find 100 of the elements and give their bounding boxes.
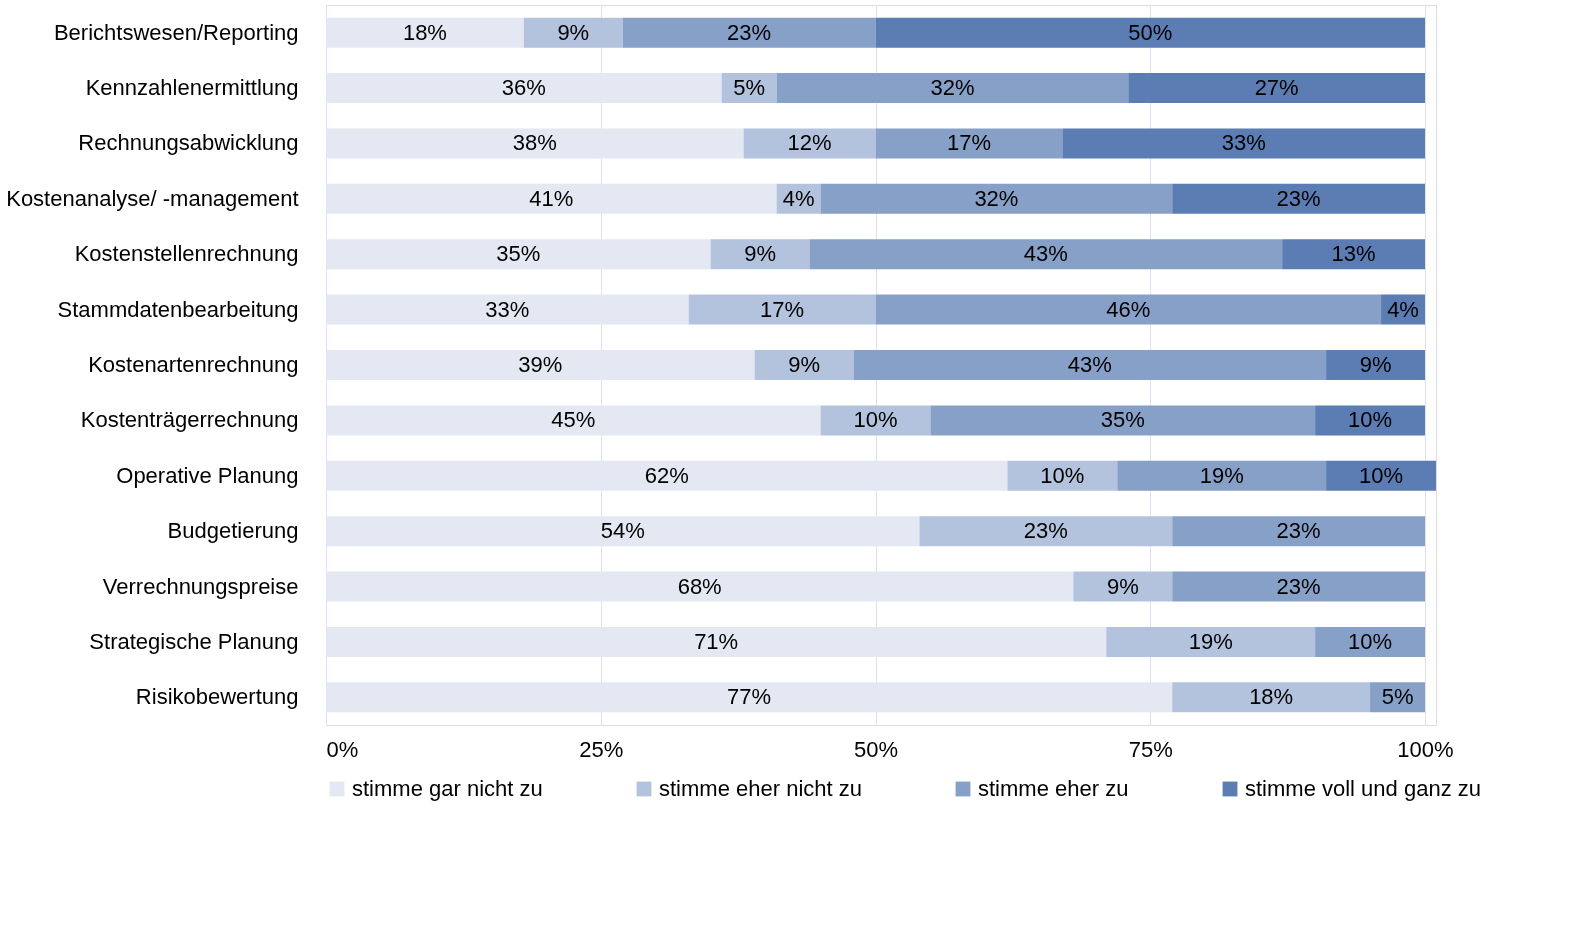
bar <box>1315 405 1426 436</box>
y-tick-label: Stammdatenbearbeitung <box>57 296 299 322</box>
x-tick-label: 50% <box>853 736 899 762</box>
data-label: 19% <box>1188 628 1233 654</box>
legend-label: stimme voll und ganz zu <box>1245 776 1481 801</box>
bar <box>875 128 1063 159</box>
data-label: 4% <box>782 185 815 211</box>
legend-label: stimme gar nicht zu <box>352 776 543 801</box>
bar <box>1128 73 1426 104</box>
data-label: 62% <box>644 462 689 488</box>
x-tick-label: 75% <box>1128 736 1173 762</box>
data-label: 10% <box>853 407 898 433</box>
data-label: 45% <box>551 407 596 433</box>
data-label: 5% <box>733 75 766 101</box>
bar <box>875 17 1426 48</box>
y-tick-label: Rechnungsabwicklung <box>78 130 299 156</box>
bar <box>1062 128 1426 159</box>
bar <box>688 294 876 325</box>
data-label: 18% <box>1249 684 1294 710</box>
data-label: 9% <box>1359 352 1392 377</box>
data-label: 35% <box>496 241 541 267</box>
y-tick-label: Kostenartenrechnung <box>88 352 299 377</box>
data-label: 4% <box>1387 296 1419 322</box>
y-tick-label: Budgetierung <box>167 518 299 544</box>
bar <box>1172 183 1426 214</box>
y-tick-label: Risikobewertung <box>135 684 299 710</box>
data-label: 23% <box>1276 518 1321 544</box>
data-label: 27% <box>1254 75 1299 101</box>
data-label: 41% <box>529 185 574 211</box>
bar <box>1282 239 1426 270</box>
data-label: 33% <box>1221 130 1266 156</box>
data-label: 10% <box>1040 462 1085 488</box>
data-label: 43% <box>1067 352 1112 377</box>
bar <box>820 183 1173 214</box>
y-tick-label: Kostenstellenrechnung <box>74 241 299 267</box>
data-label: 23% <box>1276 185 1321 211</box>
bar <box>523 17 623 48</box>
data-label: 46% <box>1106 296 1151 322</box>
bar <box>1007 460 1118 491</box>
bar <box>1172 571 1426 602</box>
y-tick-label: Strategische Planung <box>89 628 299 654</box>
data-label: 23% <box>1276 573 1321 599</box>
bar <box>820 405 931 436</box>
bar <box>743 128 876 159</box>
bar <box>853 350 1327 380</box>
data-label: 10% <box>1348 407 1393 433</box>
bar <box>776 73 1129 104</box>
data-label: 10% <box>1359 462 1404 488</box>
data-label: 71% <box>694 628 739 654</box>
x-tick-label: 100% <box>1397 736 1454 762</box>
x-tick-label: 25% <box>579 736 624 762</box>
bar <box>875 294 1382 325</box>
data-label: 50% <box>1128 19 1173 45</box>
data-label: 9% <box>744 241 777 267</box>
bar <box>1326 350 1426 380</box>
data-label: 12% <box>787 130 832 156</box>
y-tick-label: Berichtswesen/Reporting <box>53 19 299 45</box>
bar <box>1172 516 1426 547</box>
bar <box>1326 460 1436 491</box>
y-tick-label: Operative Planung <box>116 462 299 488</box>
y-tick-label: Verrechnungspreise <box>102 573 299 599</box>
bar <box>930 405 1316 436</box>
bar <box>1315 626 1426 657</box>
data-label: 39% <box>518 352 563 377</box>
bar <box>710 239 810 270</box>
bar <box>754 350 854 380</box>
bar <box>1106 626 1316 657</box>
bar <box>1073 571 1173 602</box>
bar <box>1172 682 1371 713</box>
data-label: 32% <box>974 185 1019 211</box>
data-label: 54% <box>600 518 645 544</box>
data-label: 10% <box>1348 628 1393 654</box>
data-label: 43% <box>1023 241 1068 267</box>
data-label: 18% <box>402 19 447 45</box>
data-label: 17% <box>946 130 991 156</box>
data-label: 68% <box>677 573 722 599</box>
data-label: 23% <box>1023 518 1068 544</box>
y-tick-label: Kostenträgerrechnung <box>80 407 299 433</box>
data-label: 19% <box>1199 462 1244 488</box>
data-label: 13% <box>1331 241 1376 267</box>
legend-label: stimme eher nicht zu <box>659 776 862 801</box>
bar <box>809 239 1283 270</box>
data-label: 17% <box>760 296 805 322</box>
data-label: 33% <box>485 296 530 322</box>
data-label: 38% <box>512 130 557 156</box>
bar <box>1117 460 1327 491</box>
bar <box>919 516 1173 547</box>
data-label: 9% <box>557 19 590 45</box>
data-label: 23% <box>727 19 772 45</box>
data-label: 9% <box>1106 573 1139 599</box>
data-label: 35% <box>1100 407 1145 433</box>
data-label: 32% <box>930 75 975 101</box>
y-tick-label: Kostenanalyse/ -management <box>6 185 299 211</box>
bar <box>622 17 876 48</box>
data-label: 9% <box>788 352 820 377</box>
x-tick-label: 0% <box>326 736 359 762</box>
legend-label: stimme eher zu <box>978 776 1129 801</box>
data-label: 77% <box>727 684 772 710</box>
data-label: 36% <box>501 75 546 101</box>
y-tick-label: Kennzahlenermittlung <box>85 75 299 101</box>
